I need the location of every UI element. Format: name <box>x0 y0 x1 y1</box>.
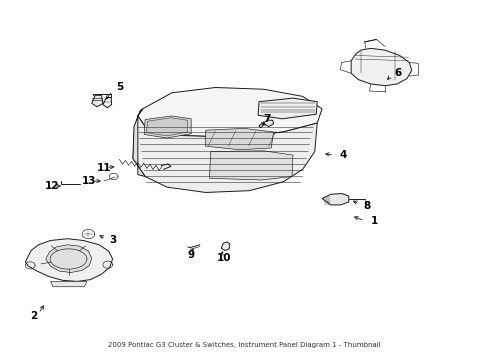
Polygon shape <box>25 239 112 282</box>
Text: 1: 1 <box>370 216 377 226</box>
Polygon shape <box>133 116 317 193</box>
Text: 13: 13 <box>82 176 97 186</box>
Polygon shape <box>50 282 87 287</box>
Polygon shape <box>221 242 229 251</box>
Polygon shape <box>146 118 187 136</box>
Polygon shape <box>45 245 92 273</box>
Text: 5: 5 <box>116 82 123 93</box>
Text: 12: 12 <box>45 181 59 191</box>
Polygon shape <box>133 109 145 176</box>
Polygon shape <box>209 151 292 180</box>
Polygon shape <box>350 48 411 86</box>
Polygon shape <box>205 129 273 150</box>
Polygon shape <box>259 123 264 128</box>
Text: 10: 10 <box>216 253 231 263</box>
Text: 11: 11 <box>97 163 111 172</box>
Polygon shape <box>322 194 348 205</box>
Text: 2009 Pontiac G3 Cluster & Switches, Instrument Panel Diagram 1 - Thumbnail: 2009 Pontiac G3 Cluster & Switches, Inst… <box>108 342 380 348</box>
Text: 4: 4 <box>338 150 346 160</box>
Polygon shape <box>102 98 111 108</box>
Polygon shape <box>263 120 273 127</box>
Text: 2: 2 <box>30 311 38 321</box>
Text: 9: 9 <box>187 251 194 260</box>
Polygon shape <box>258 98 317 119</box>
Text: 3: 3 <box>109 235 117 246</box>
Text: 8: 8 <box>363 201 370 211</box>
Polygon shape <box>92 95 102 107</box>
Text: 7: 7 <box>263 114 270 124</box>
Text: 6: 6 <box>394 68 401 78</box>
Polygon shape <box>144 116 191 138</box>
Polygon shape <box>138 87 322 137</box>
